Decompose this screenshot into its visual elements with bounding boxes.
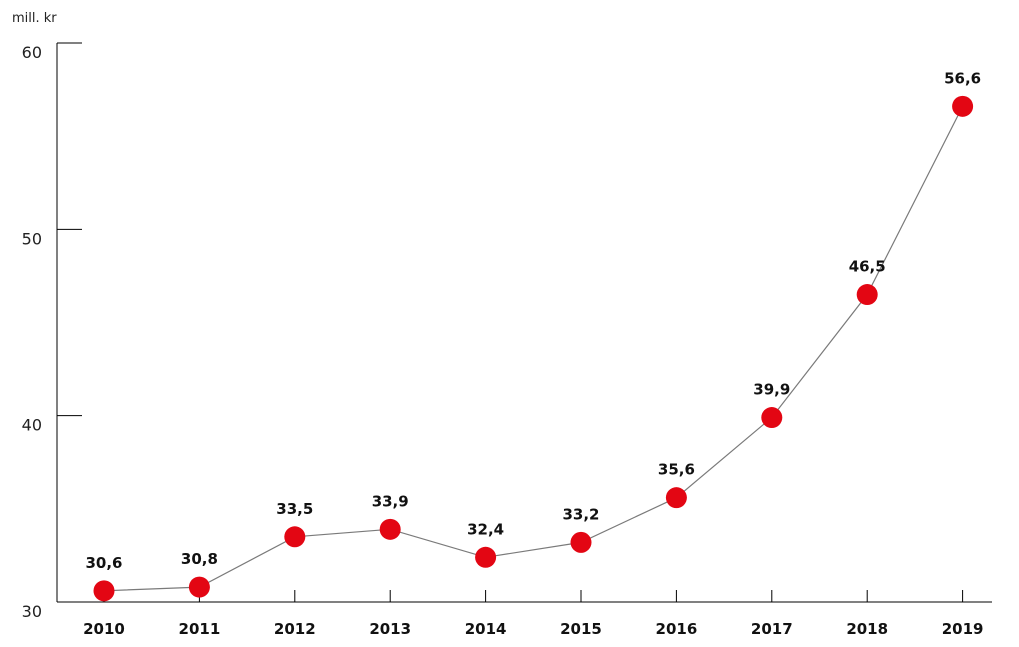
x-tick-label: 2016 bbox=[656, 620, 698, 638]
data-label: 35,6 bbox=[658, 461, 695, 479]
x-tick-label: 2013 bbox=[369, 620, 411, 638]
x-tick-label: 2015 bbox=[560, 620, 602, 638]
data-point bbox=[475, 546, 497, 568]
data-label: 56,6 bbox=[944, 69, 981, 87]
x-tick-label: 2018 bbox=[846, 620, 888, 638]
y-ticks: 30 40 50 60 bbox=[22, 42, 82, 621]
data-point bbox=[856, 284, 878, 306]
data-point bbox=[188, 576, 210, 598]
data-point bbox=[570, 531, 592, 553]
x-tick-label: 2014 bbox=[465, 620, 507, 638]
x-tick-label: 2019 bbox=[942, 620, 984, 638]
x-tick-label: 2012 bbox=[274, 620, 316, 638]
y-tick-label: 40 bbox=[22, 416, 42, 435]
data-label: 32,4 bbox=[467, 520, 504, 538]
data-point bbox=[665, 487, 687, 509]
series-line bbox=[103, 106, 964, 592]
data-label: 33,5 bbox=[276, 500, 313, 518]
axes bbox=[56, 43, 992, 603]
data-point bbox=[761, 407, 783, 429]
data-label: 30,6 bbox=[85, 554, 122, 572]
x-tick-label: 2017 bbox=[751, 620, 793, 638]
y-unit-label: mill. kr bbox=[12, 11, 57, 26]
data-label: 33,2 bbox=[562, 505, 599, 523]
x-tick-label: 2011 bbox=[179, 620, 221, 638]
y-tick-label: 30 bbox=[22, 602, 42, 621]
data-label: 46,5 bbox=[849, 258, 886, 276]
data-point bbox=[952, 95, 974, 117]
y-tick-label: 60 bbox=[22, 43, 42, 62]
data-point bbox=[284, 526, 306, 548]
data-label: 39,9 bbox=[753, 381, 790, 399]
data-label: 30,8 bbox=[181, 550, 218, 568]
data-point bbox=[93, 580, 115, 602]
y-tick-label: 50 bbox=[22, 229, 42, 248]
x-tick-label: 2010 bbox=[83, 620, 125, 638]
data-points bbox=[93, 95, 974, 602]
x-ticks: 2010 2011 2012 2013 2014 2015 2016 2017 2018 2019 bbox=[83, 590, 983, 638]
data-label: 33,9 bbox=[372, 492, 409, 510]
data-point bbox=[379, 518, 401, 540]
data-labels: 30,6 30,8 33,5 33,9 32,4 33,2 35,6 39,9 46,5 56,6 bbox=[85, 69, 981, 571]
